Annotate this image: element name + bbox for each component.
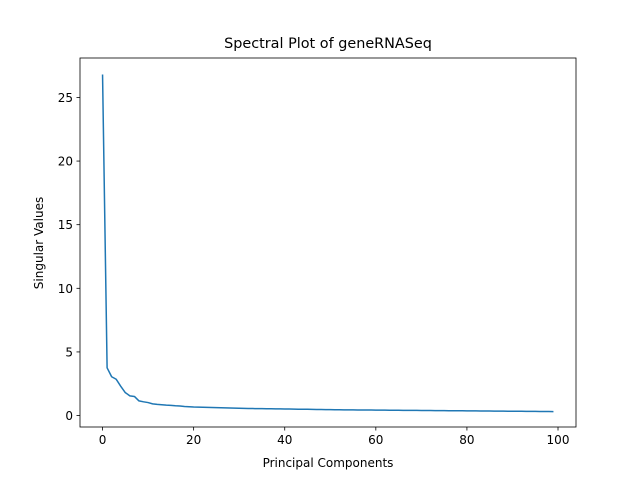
axes-frame xyxy=(79,57,577,428)
y-axis-label: Singular Values xyxy=(32,197,46,289)
plot-area xyxy=(101,74,554,413)
x-tick-label: 100 xyxy=(547,433,570,447)
series-line-0 xyxy=(101,74,554,413)
x-tick-label: 80 xyxy=(459,433,474,447)
y-axis-ticks: 0 5 10 15 20 25 xyxy=(58,91,80,423)
x-axis-label: Principal Components xyxy=(263,456,394,470)
y-tick-label: 5 xyxy=(65,345,73,359)
x-tick-label: 0 xyxy=(99,433,107,447)
x-tick-label: 60 xyxy=(368,433,383,447)
x-axis-ticks: 0 20 40 60 80 100 xyxy=(99,427,570,447)
x-tick-label: 20 xyxy=(186,433,201,447)
chart-title: Spectral Plot of geneRNASeq xyxy=(224,36,432,52)
y-tick-label: 20 xyxy=(58,155,73,169)
y-tick-label: 15 xyxy=(58,218,73,232)
y-tick-label: 10 xyxy=(58,282,73,296)
y-tick-label: 0 xyxy=(65,409,73,423)
x-tick-label: 40 xyxy=(277,433,292,447)
y-tick-label: 25 xyxy=(58,91,73,105)
